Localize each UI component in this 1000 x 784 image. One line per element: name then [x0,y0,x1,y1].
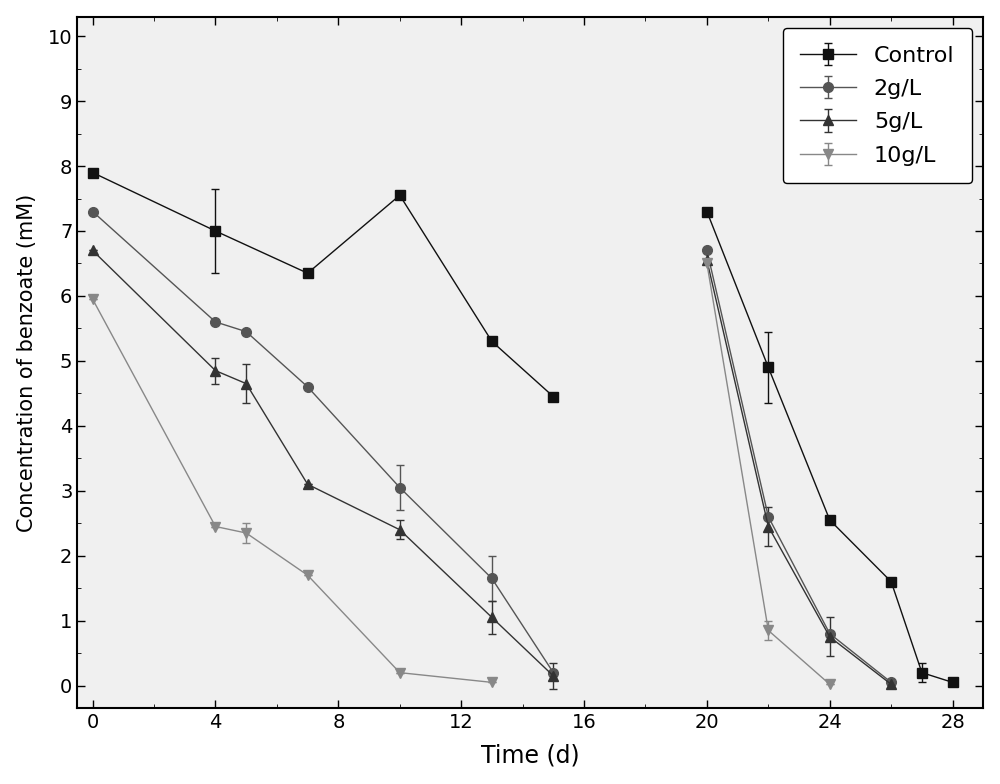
X-axis label: Time (d): Time (d) [481,743,580,768]
Y-axis label: Concentration of benzoate (mM): Concentration of benzoate (mM) [17,194,37,532]
Legend: Control, 2g/L, 5g/L, 10g/L: Control, 2g/L, 5g/L, 10g/L [783,27,972,183]
